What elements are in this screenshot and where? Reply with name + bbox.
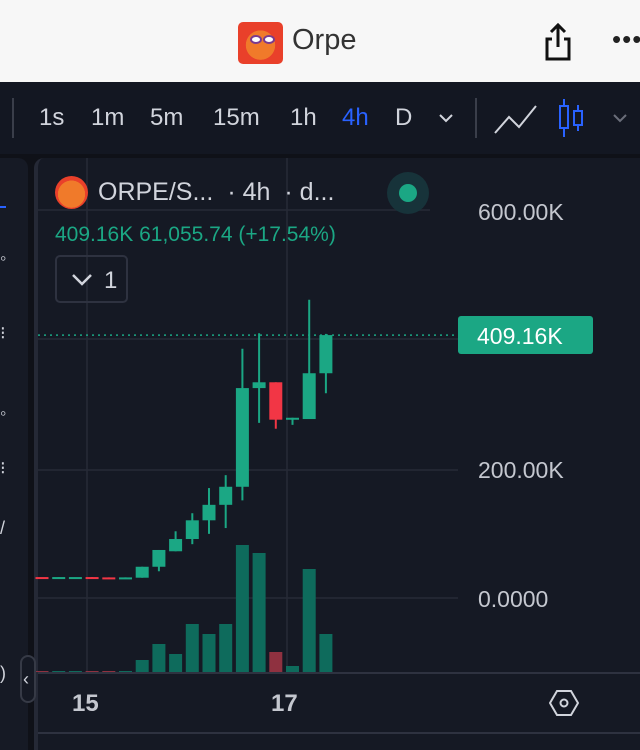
volume-bar: [202, 634, 216, 672]
symbol-name: ORPE/S...: [98, 178, 214, 206]
candle-body: [169, 539, 183, 552]
candle-body: [85, 577, 99, 580]
candle-body: [219, 486, 233, 505]
symbol-legend[interactable]: ORPE/S... · 4h · d...: [98, 178, 348, 207]
divider: [475, 98, 477, 138]
candle-body: [152, 549, 166, 567]
candlestick-icon[interactable]: [556, 97, 588, 139]
active-tool-indicator: [0, 206, 6, 208]
volume-bar: [68, 671, 82, 672]
candle-body: [202, 504, 216, 521]
candle-body: [185, 520, 199, 540]
drawing-tools-sidebar: ◦ ⁝ ◦ ⁝ / ): [0, 158, 28, 750]
candle-body: [68, 577, 82, 580]
line-chart-icon[interactable]: [492, 102, 538, 136]
volume-bar: [119, 671, 132, 672]
volume-bar: [35, 671, 49, 672]
candle-body: [319, 335, 333, 374]
timeframe-15m[interactable]: 15m: [213, 104, 260, 131]
legend-price: 409.16K: [55, 223, 134, 246]
tool-icon[interactable]: ⁝: [0, 323, 6, 343]
y-tick-label: 0.0000: [478, 586, 549, 612]
chevron-down-icon[interactable]: [612, 112, 628, 124]
timeframe-toolbar: 1s 1m 5m 15m 1h 4h D: [0, 82, 640, 154]
timeframe-d[interactable]: D: [395, 104, 413, 131]
app-logo: [238, 22, 283, 64]
volume-bar: [252, 553, 266, 672]
candle-body: [252, 382, 266, 389]
x-tick-label: 15: [72, 690, 99, 717]
indicators-count: 1: [104, 267, 118, 294]
x-tick-label: 17: [271, 690, 298, 717]
tool-icon[interactable]: ◦: [0, 403, 7, 423]
legend-change: 61,055.74 (+17.54%): [139, 223, 336, 246]
volume-bar: [235, 545, 249, 672]
volume-bar: [286, 666, 299, 672]
candle-body: [35, 577, 49, 580]
chevron-down-icon: [72, 274, 92, 286]
more-icon[interactable]: •••: [612, 24, 640, 54]
legend-source: · d...: [284, 178, 335, 206]
tool-icon[interactable]: ◦: [0, 248, 7, 268]
timeframe-1s[interactable]: 1s: [39, 104, 65, 131]
volume-bar: [269, 652, 283, 672]
scroll-left-button[interactable]: ‹: [20, 655, 36, 703]
volume-bar: [52, 671, 66, 672]
candle-body: [286, 417, 299, 420]
candle-body: [269, 382, 283, 420]
candle-body: [302, 373, 316, 420]
volume-bar: [219, 624, 233, 672]
y-tick-label: 200.00K: [478, 457, 564, 483]
market-status-icon[interactable]: [387, 172, 429, 214]
candle-body: [119, 577, 132, 580]
chevron-down-icon[interactable]: [438, 112, 454, 124]
volume-bar: [135, 660, 149, 672]
timeframe-1h[interactable]: 1h: [290, 104, 317, 131]
volume-bar: [185, 624, 199, 672]
app-title: Orpe: [292, 24, 357, 56]
tool-icon[interactable]: ⁝: [0, 458, 6, 478]
settings-icon[interactable]: [549, 688, 579, 718]
legend-interval: · 4h: [227, 178, 271, 206]
divider: [12, 98, 14, 138]
timeframe-1m[interactable]: 1m: [91, 104, 125, 131]
chart-panel: [34, 158, 640, 750]
candle-body: [235, 388, 249, 487]
tool-icon[interactable]: /: [0, 518, 6, 538]
candle-body: [135, 566, 149, 578]
tool-icon[interactable]: ): [0, 663, 6, 683]
app-header: Orpe •••: [0, 0, 640, 82]
volume-bar: [102, 671, 116, 672]
symbol-logo: [55, 176, 88, 209]
y-tick-label: 600.00K: [478, 199, 564, 225]
share-icon[interactable]: [542, 22, 574, 62]
volume-bar: [85, 671, 99, 672]
volume-bar: [169, 654, 183, 672]
timeframe-4h[interactable]: 4h: [342, 104, 369, 131]
candle-body: [52, 577, 66, 580]
candle-body: [102, 577, 116, 580]
volume-bar: [319, 634, 333, 672]
timeframe-5m[interactable]: 5m: [150, 104, 184, 131]
legend-values: 409.16K 61,055.74 (+17.54%): [55, 223, 336, 247]
last-price-tag: 409.16K: [458, 316, 593, 354]
volume-bar: [302, 569, 316, 672]
volume-bar: [152, 644, 166, 672]
indicators-toggle-button[interactable]: 1: [55, 255, 128, 303]
